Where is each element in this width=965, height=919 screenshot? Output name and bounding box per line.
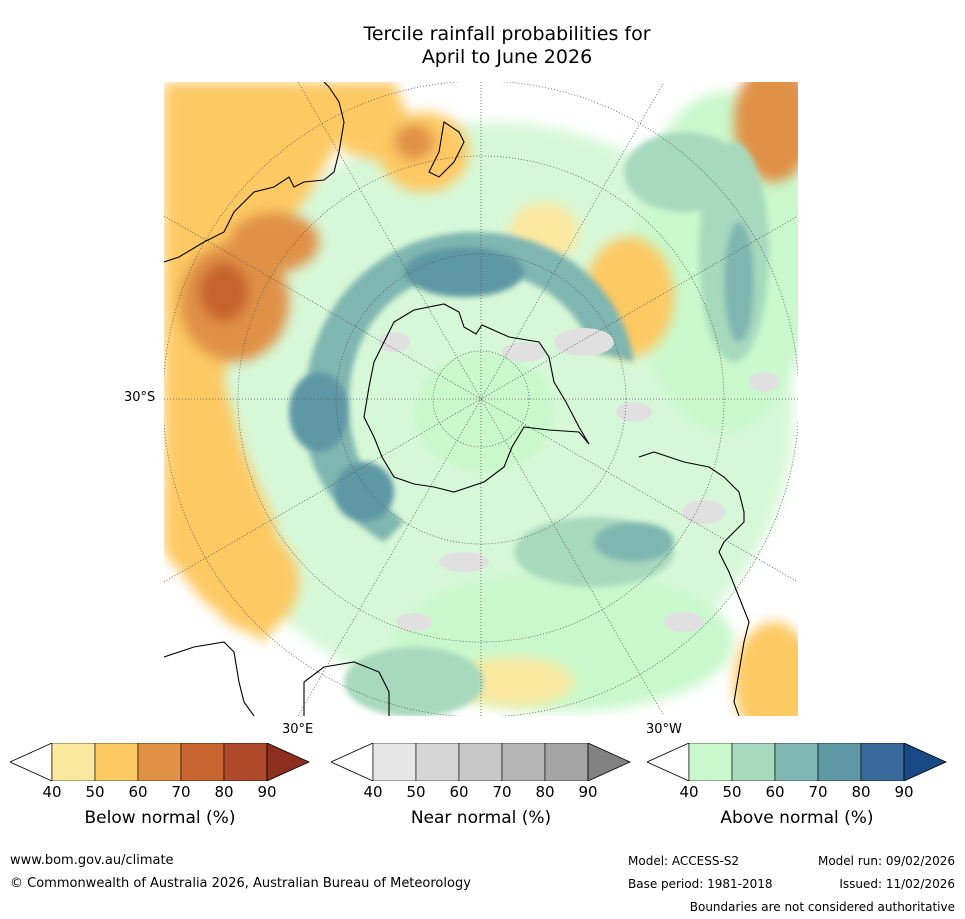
near-normal-swatch-2: [415, 742, 460, 782]
above-normal-tick-label: 90: [894, 783, 914, 801]
near-normal-tick-label: 80: [535, 783, 555, 801]
above-normal-colorbar-title: Above normal (%): [720, 808, 874, 828]
above-normal-areas: [289, 132, 769, 716]
near-normal-swatch-4: [501, 742, 546, 782]
map-title-line-1: Tercile rainfall probabilities for: [363, 23, 651, 45]
below-normal-tick-label: 40: [42, 783, 62, 801]
below-normal-swatch-2: [94, 742, 139, 782]
near-normal-tick-label: 40: [363, 783, 383, 801]
above-normal-swatch-2: [731, 742, 776, 782]
below-normal-under-extension: [9, 742, 53, 782]
longitude-label-30e: 30°E: [282, 722, 314, 737]
near-normal-tick-label: 60: [449, 783, 469, 801]
model-name: Model: ACCESS-S2: [628, 854, 740, 868]
near-normal-over-extension: [587, 742, 631, 782]
above-normal-tick-label: 70: [808, 783, 828, 801]
model-run-date: Model run: 09/02/2026: [817, 854, 955, 868]
copyright-text: © Commonwealth of Australia 2026, Austra…: [10, 876, 471, 891]
above-normal-colorbar: [646, 742, 947, 782]
below-normal-tick-label: 90: [257, 783, 277, 801]
near-normal-tick-label: 70: [492, 783, 512, 801]
map-title-line-2: April to June 2026: [421, 46, 593, 68]
near-normal-tick-label: 50: [406, 783, 426, 801]
above-normal-tick-labels: 40 50 60 70 80 90: [647, 783, 947, 801]
above-normal-swatch-4: [817, 742, 862, 782]
below-normal-swatch-3: [137, 742, 182, 782]
polar-map-svg: [164, 82, 798, 716]
above-normal-over-extension: [903, 742, 947, 782]
boundaries-disclaimer: Boundaries are not considered authoritat…: [689, 900, 955, 914]
near-normal-swatch-3: [458, 742, 503, 782]
near-normal-colorbar-title: Near normal (%): [410, 808, 552, 828]
above-normal-tick-label: 40: [679, 783, 699, 801]
below-normal-colorbar: [9, 742, 310, 782]
above-normal-swatch-1: [688, 742, 733, 782]
below-normal-swatch-1: [51, 742, 96, 782]
near-normal-colorbar: [330, 742, 631, 782]
latitude-label-30s: 30°S: [124, 390, 156, 405]
near-normal-under-extension: [330, 742, 374, 782]
below-normal-swatch-4: [180, 742, 225, 782]
above-normal-swatch-3: [774, 742, 819, 782]
issued-date: Issued: 11/02/2026: [839, 877, 955, 891]
above-normal-tick-label: 80: [851, 783, 871, 801]
below-normal-swatch-5: [223, 742, 268, 782]
near-normal-tick-label: 90: [578, 783, 598, 801]
below-normal-tick-label: 80: [214, 783, 234, 801]
longitude-label-30w: 30°W: [646, 722, 682, 737]
below-normal-over-extension: [266, 742, 310, 782]
near-normal-swatch-5: [544, 742, 589, 782]
near-normal-areas: [378, 328, 779, 632]
below-normal-tick-label: 50: [85, 783, 105, 801]
above-normal-swatch-5: [860, 742, 905, 782]
above-normal-under-extension: [646, 742, 690, 782]
website-link[interactable]: www.bom.gov.au/climate: [10, 853, 174, 868]
graticule: [164, 82, 798, 716]
base-period: Base period: 1981-2018: [628, 877, 773, 891]
near-normal-tick-labels: 40 50 60 70 80 90: [331, 783, 631, 801]
near-normal-swatch-1: [372, 742, 417, 782]
probability-map: [164, 82, 798, 716]
below-normal-tick-label: 70: [171, 783, 191, 801]
below-normal-colorbar-title: Below normal (%): [84, 808, 236, 828]
below-normal-tick-labels: 40 50 60 70 80 90: [10, 783, 310, 801]
above-normal-tick-label: 60: [765, 783, 785, 801]
below-normal-tick-label: 60: [128, 783, 148, 801]
above-normal-tick-label: 50: [722, 783, 742, 801]
coastlines: [164, 82, 750, 716]
